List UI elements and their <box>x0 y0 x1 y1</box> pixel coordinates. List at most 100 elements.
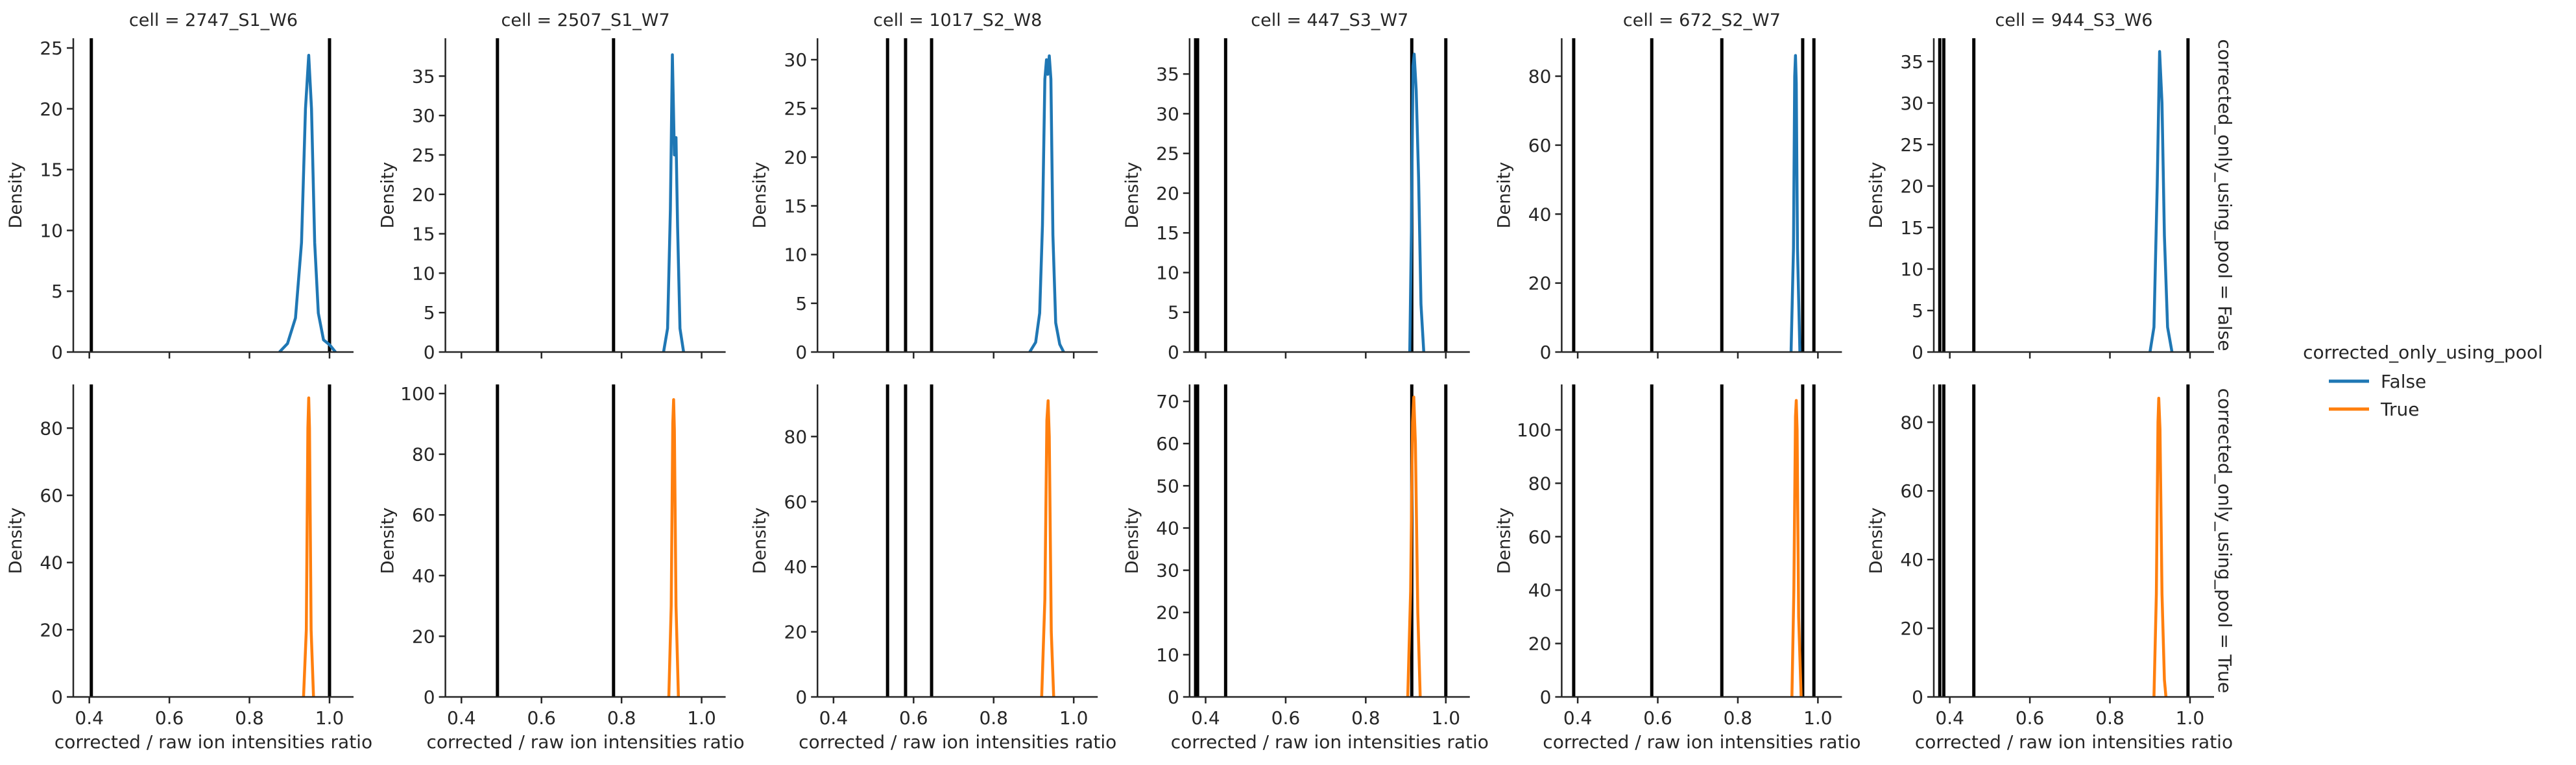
facet-title: cell = 1017_S2_W8 <box>873 10 1042 30</box>
y-tick-label: 5 <box>795 293 807 314</box>
y-tick-label: 25 <box>784 98 808 119</box>
legend: corrected_only_using_pool False True <box>2303 342 2543 420</box>
y-tick-label: 0 <box>1168 342 1179 363</box>
density-curve-true <box>2152 396 2168 698</box>
y-axis-label: Density <box>378 162 398 229</box>
y-tick-label: 0 <box>795 687 807 708</box>
x-tick-label: 1.0 <box>687 707 716 729</box>
facet-title: cell = 2747_S1_W6 <box>129 10 298 30</box>
density-curve-true <box>1040 399 1055 698</box>
y-tick-label: 20 <box>1900 618 1923 639</box>
facet-panel: 0 5 10 15 20 25 Density <box>6 38 354 363</box>
y-tick-label: 40 <box>1900 549 1923 571</box>
y-tick-label: 0 <box>1912 687 1923 708</box>
density-curve-true <box>1790 399 1803 698</box>
y-tick-label: 60 <box>1900 480 1923 502</box>
y-tick-label: 20 <box>1528 633 1552 655</box>
y-tick-label: 35 <box>412 65 435 87</box>
y-tick-label: 80 <box>1900 412 1923 433</box>
y-tick-label: 60 <box>784 491 808 513</box>
density-curve-true <box>1406 395 1422 698</box>
facet-panel: 0 5 10 15 20 25 30 35 Density <box>378 38 726 363</box>
x-tick-label: 0.8 <box>2095 707 2125 729</box>
x-tick-label: 0.4 <box>447 707 476 729</box>
y-axis-label: Density <box>1866 508 1886 574</box>
y-tick-label: 40 <box>1156 517 1179 539</box>
y-tick-label: 60 <box>40 485 63 506</box>
x-axis-label: corrected / raw ion intensities ratio <box>54 731 372 753</box>
y-tick-label: 0 <box>1912 342 1923 363</box>
y-tick-label: 80 <box>784 426 808 447</box>
y-tick-label: 5 <box>1912 300 1923 322</box>
y-tick-label: 20 <box>1156 602 1179 624</box>
y-tick-label: 20 <box>412 626 435 647</box>
x-tick-label: 0.8 <box>1724 707 1753 729</box>
row-title: corrected_only_using_pool = True <box>2214 388 2235 693</box>
x-tick-label: 0.6 <box>155 707 184 729</box>
y-axis-label: Density <box>1122 508 1142 574</box>
x-tick-label: 0.6 <box>899 707 928 729</box>
density-curve-true <box>302 396 315 698</box>
y-tick-label: 20 <box>784 147 808 168</box>
y-tick-label: 30 <box>1156 560 1179 582</box>
x-tick-label: 0.6 <box>527 707 556 729</box>
y-tick-label: 25 <box>1900 134 1923 156</box>
y-tick-label: 15 <box>784 196 808 217</box>
row-title: corrected_only_using_pool = False <box>2214 39 2235 351</box>
facet-panel: 0 20 40 60 80 Density <box>1494 38 1842 363</box>
x-tick-label: 0.4 <box>819 707 849 729</box>
y-tick-label: 5 <box>51 281 63 302</box>
density-curve-false <box>1028 54 1065 353</box>
y-tick-label: 0 <box>51 687 63 708</box>
y-tick-label: 60 <box>412 504 435 526</box>
y-axis-label: Density <box>1866 162 1886 229</box>
y-tick-label: 70 <box>1156 391 1179 412</box>
y-tick-label: 25 <box>40 38 63 59</box>
y-tick-label: 40 <box>412 565 435 587</box>
x-axis-label: corrected / raw ion intensities ratio <box>427 731 745 753</box>
y-tick-label: 0 <box>424 687 435 708</box>
y-tick-label: 100 <box>1517 419 1551 441</box>
y-tick-label: 40 <box>1528 204 1552 225</box>
x-tick-label: 1.0 <box>1432 707 1461 729</box>
y-tick-label: 10 <box>1156 644 1179 666</box>
x-tick-label: 0.8 <box>1351 707 1380 729</box>
density-curve-true <box>667 398 680 698</box>
y-axis-label: Density <box>6 162 26 229</box>
y-tick-label: 0 <box>1540 687 1552 708</box>
y-tick-label: 35 <box>1900 51 1923 73</box>
y-tick-label: 20 <box>1900 176 1923 197</box>
facet-panel: 0 5 10 15 20 25 30 35 Density <box>1122 38 1470 363</box>
density-curve-false <box>278 54 337 353</box>
y-tick-label: 80 <box>1528 473 1552 494</box>
y-tick-label: 30 <box>1900 93 1923 114</box>
y-tick-label: 40 <box>40 552 63 574</box>
density-curve-false <box>662 53 686 353</box>
y-tick-label: 5 <box>1168 302 1179 324</box>
y-tick-label: 60 <box>1528 135 1552 156</box>
x-tick-label: 0.4 <box>1191 707 1220 729</box>
facet-panel: 0 5 10 15 20 25 30 Density <box>750 38 1098 363</box>
x-tick-label: 1.0 <box>1803 707 1833 729</box>
legend-label: False <box>2381 371 2426 392</box>
y-tick-label: 40 <box>784 556 808 578</box>
x-tick-label: 1.0 <box>2176 707 2205 729</box>
y-axis-label: Density <box>750 508 770 574</box>
density-curve-false <box>1408 53 1426 353</box>
y-tick-label: 30 <box>412 105 435 126</box>
y-tick-label: 25 <box>412 145 435 166</box>
y-tick-label: 10 <box>1156 262 1179 283</box>
y-tick-label: 10 <box>412 263 435 284</box>
facet-panel: 0 20 40 60 80 100 Density 0.4 0.6 0.8 1.0corrected… <box>378 383 745 753</box>
x-tick-label: 0.6 <box>2016 707 2045 729</box>
y-axis-label: Density <box>1122 162 1142 229</box>
y-tick-label: 10 <box>784 244 808 266</box>
y-tick-label: 0 <box>51 342 63 363</box>
y-tick-label: 50 <box>1156 475 1179 497</box>
y-tick-label: 5 <box>424 302 435 324</box>
facet-panel: 0 10 20 30 40 50 60 70 Density 0.4 0.6 0.8 1.0correc… <box>1122 384 1489 753</box>
